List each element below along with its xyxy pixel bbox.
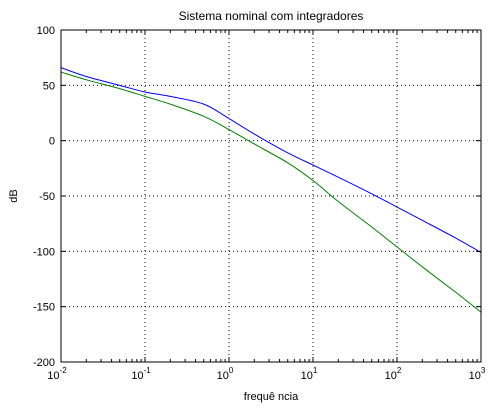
x-tick-label: 10-1	[131, 366, 151, 382]
series-line-2	[60, 71, 482, 313]
x-tick-label: 102	[385, 366, 402, 382]
x-tick-label: 100	[217, 366, 234, 382]
chart-title: Sistema nominal com integradores	[179, 9, 364, 23]
x-tick-label-exponent: 1	[313, 366, 318, 375]
x-tick-label-exponent: -1	[144, 366, 152, 375]
x-tick-label: 10-2	[47, 366, 67, 382]
ticks: 10-2 10-1 100 101 102 103100500-50-100-150-20…	[33, 25, 486, 382]
x-tick-label: 103	[469, 366, 486, 382]
grid	[61, 30, 481, 362]
plot-area	[61, 30, 481, 362]
y-tick-label: -100	[33, 246, 55, 258]
x-tick-label-exponent: 0	[229, 366, 234, 375]
y-tick-label: 100	[37, 25, 55, 37]
y-axis-label: dB	[8, 189, 20, 202]
x-tick-label-base: 10	[131, 370, 143, 382]
series-line-1	[60, 67, 482, 253]
y-tick-label: -50	[39, 191, 55, 203]
x-tick-label-base: 10	[47, 370, 59, 382]
y-tick-label: -150	[33, 302, 55, 314]
x-tick-label-base: 10	[301, 370, 313, 382]
series-layer	[60, 67, 482, 313]
x-axis-label: frequê ncia	[244, 391, 299, 403]
x-tick-label-exponent: 3	[481, 366, 486, 375]
y-tick-label: 0	[49, 136, 55, 148]
x-tick-label-exponent: -2	[60, 366, 68, 375]
x-tick-label-base: 10	[385, 370, 397, 382]
x-tick-label: 101	[301, 366, 318, 382]
y-tick-label: 50	[43, 80, 55, 92]
y-tick-label: -200	[33, 357, 55, 369]
x-tick-label-base: 10	[217, 370, 229, 382]
x-tick-label-base: 10	[469, 370, 481, 382]
x-tick-label-exponent: 2	[397, 366, 402, 375]
